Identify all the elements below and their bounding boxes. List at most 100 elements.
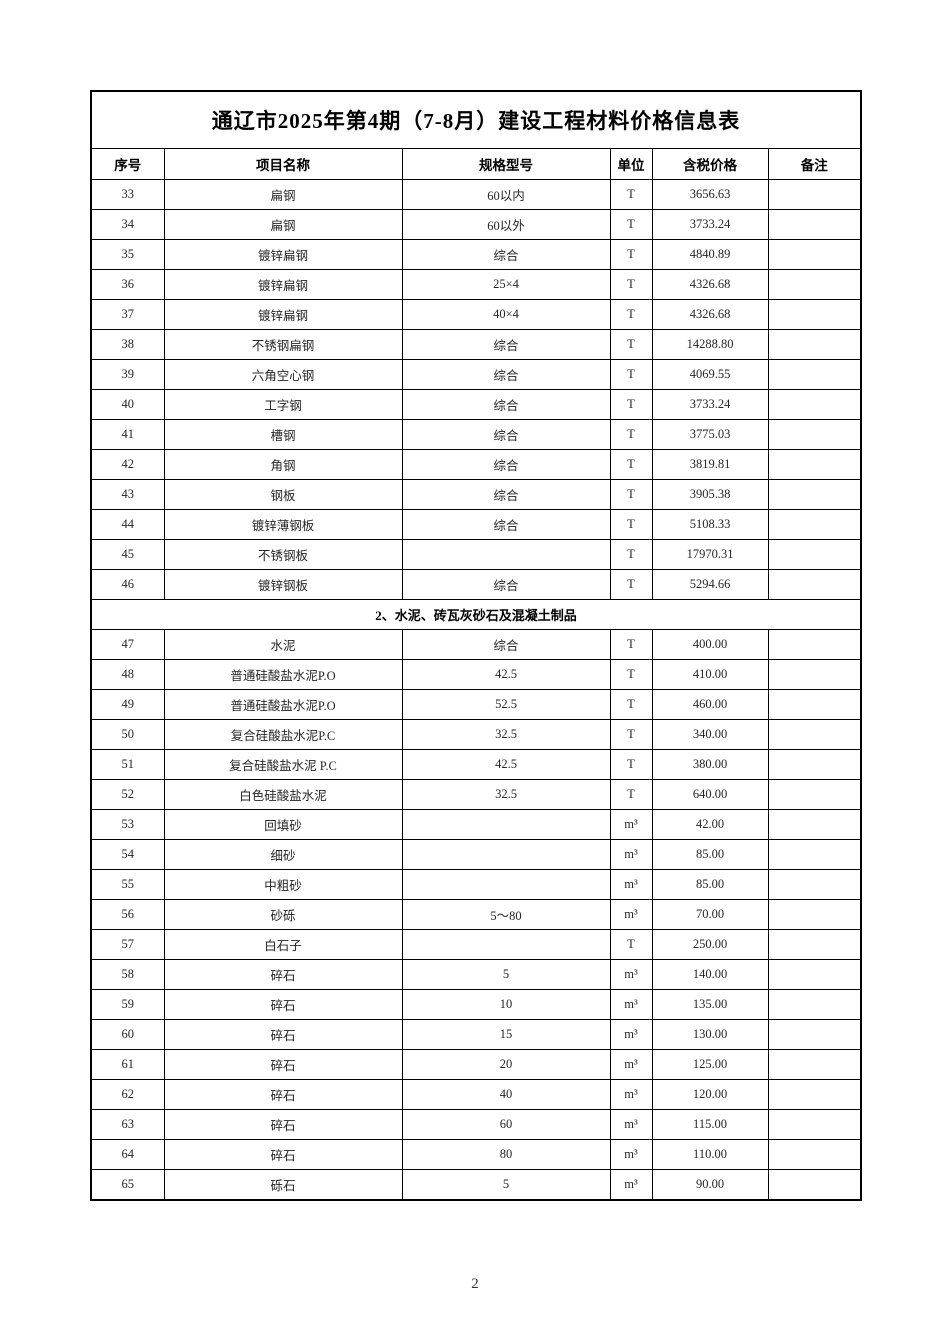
row-no: 38 — [90, 329, 165, 360]
row-no: 59 — [90, 989, 165, 1020]
column-header-row: 序号 项目名称 规格型号 单位 含税价格 备注 — [90, 148, 862, 180]
row-price: 4069.55 — [651, 359, 769, 390]
row-name: 不锈钢扁钢 — [163, 329, 403, 360]
row-no: 37 — [90, 299, 165, 330]
page-number: 2 — [471, 1276, 479, 1292]
row-note — [767, 689, 862, 720]
table-head: 通辽市2025年第4期（7-8月）建设工程材料价格信息表 序号 项目名称 规格型… — [90, 90, 862, 180]
table-row: 64 碎石 80 m³ 110.00 — [90, 1139, 862, 1170]
row-spec: 综合 — [401, 509, 611, 540]
table-row: 53 回填砂 m³ 42.00 — [90, 809, 862, 840]
row-unit: m³ — [609, 1019, 653, 1050]
row-note — [767, 629, 862, 660]
table-row: 37 镀锌扁钢 40×4 T 4326.68 — [90, 299, 862, 330]
row-no: 53 — [90, 809, 165, 840]
row-unit: m³ — [609, 1109, 653, 1140]
row-no: 41 — [90, 419, 165, 450]
row-name: 扁钢 — [163, 179, 403, 210]
row-price: 42.00 — [651, 809, 769, 840]
row-price: 3733.24 — [651, 209, 769, 240]
row-spec: 42.5 — [401, 659, 611, 690]
row-name: 中粗砂 — [163, 869, 403, 900]
row-note — [767, 509, 862, 540]
row-no: 34 — [90, 209, 165, 240]
row-no: 64 — [90, 1139, 165, 1170]
row-note — [767, 389, 862, 420]
row-note — [767, 179, 862, 210]
table-row: 49 普通硅酸盐水泥P.O 52.5 T 460.00 — [90, 689, 862, 720]
table-row: 43 钢板 综合 T 3905.38 — [90, 479, 862, 510]
table-row: 54 细砂 m³ 85.00 — [90, 839, 862, 870]
row-name: 白石子 — [163, 929, 403, 960]
price-table: 通辽市2025年第4期（7-8月）建设工程材料价格信息表 序号 项目名称 规格型… — [90, 90, 863, 1201]
table-row: 63 碎石 60 m³ 115.00 — [90, 1109, 862, 1140]
row-price: 14288.80 — [651, 329, 769, 360]
row-no: 50 — [90, 719, 165, 750]
row-unit: T — [609, 569, 653, 600]
row-no: 51 — [90, 749, 165, 780]
row-name: 镀锌薄钢板 — [163, 509, 403, 540]
row-note — [767, 659, 862, 690]
column-header-spec: 规格型号 — [401, 148, 611, 180]
row-note — [767, 779, 862, 810]
page-title: 通辽市2025年第4期（7-8月）建设工程材料价格信息表 — [90, 90, 862, 149]
row-name: 水泥 — [163, 629, 403, 660]
row-unit: T — [609, 359, 653, 390]
row-price: 115.00 — [651, 1109, 769, 1140]
row-spec — [401, 839, 611, 870]
row-name: 镀锌扁钢 — [163, 239, 403, 270]
table-row: 39 六角空心钢 综合 T 4069.55 — [90, 359, 862, 390]
row-price: 3656.63 — [651, 179, 769, 210]
row-no: 33 — [90, 179, 165, 210]
row-unit: T — [609, 179, 653, 210]
table-row: 51 复合硅酸盐水泥 P.C 42.5 T 380.00 — [90, 749, 862, 780]
row-unit: T — [609, 689, 653, 720]
row-no: 54 — [90, 839, 165, 870]
table-row: 36 镀锌扁钢 25×4 T 4326.68 — [90, 269, 862, 300]
row-spec: 52.5 — [401, 689, 611, 720]
row-note — [767, 1079, 862, 1110]
row-spec: 10 — [401, 989, 611, 1020]
column-header-price: 含税价格 — [651, 148, 769, 180]
row-no: 55 — [90, 869, 165, 900]
row-name: 钢板 — [163, 479, 403, 510]
table-row: 48 普通硅酸盐水泥P.O 42.5 T 410.00 — [90, 659, 862, 690]
row-note — [767, 929, 862, 960]
row-unit: T — [609, 299, 653, 330]
row-price: 400.00 — [651, 629, 769, 660]
row-price: 4840.89 — [651, 239, 769, 270]
row-name: 复合硅酸盐水泥 P.C — [163, 749, 403, 780]
row-price: 3733.24 — [651, 389, 769, 420]
row-unit: T — [609, 539, 653, 570]
row-unit: T — [609, 659, 653, 690]
row-spec: 42.5 — [401, 749, 611, 780]
row-no: 58 — [90, 959, 165, 990]
row-note — [767, 869, 862, 900]
row-price: 4326.68 — [651, 269, 769, 300]
row-price: 5108.33 — [651, 509, 769, 540]
row-price: 250.00 — [651, 929, 769, 960]
row-price: 140.00 — [651, 959, 769, 990]
row-no: 47 — [90, 629, 165, 660]
row-spec: 32.5 — [401, 719, 611, 750]
row-note — [767, 329, 862, 360]
row-price: 110.00 — [651, 1139, 769, 1170]
row-spec: 60以内 — [401, 179, 611, 210]
row-unit: T — [609, 479, 653, 510]
table-row: 41 槽钢 综合 T 3775.03 — [90, 419, 862, 450]
table-row: 61 碎石 20 m³ 125.00 — [90, 1049, 862, 1080]
row-price: 17970.31 — [651, 539, 769, 570]
row-price: 85.00 — [651, 839, 769, 870]
row-price: 3775.03 — [651, 419, 769, 450]
row-price: 340.00 — [651, 719, 769, 750]
table-row: 44 镀锌薄钢板 综合 T 5108.33 — [90, 509, 862, 540]
row-name: 碎石 — [163, 1139, 403, 1170]
row-unit: T — [609, 419, 653, 450]
row-no: 62 — [90, 1079, 165, 1110]
row-unit: T — [609, 929, 653, 960]
row-note — [767, 539, 862, 570]
row-unit: T — [609, 329, 653, 360]
row-no: 63 — [90, 1109, 165, 1140]
row-spec: 综合 — [401, 449, 611, 480]
